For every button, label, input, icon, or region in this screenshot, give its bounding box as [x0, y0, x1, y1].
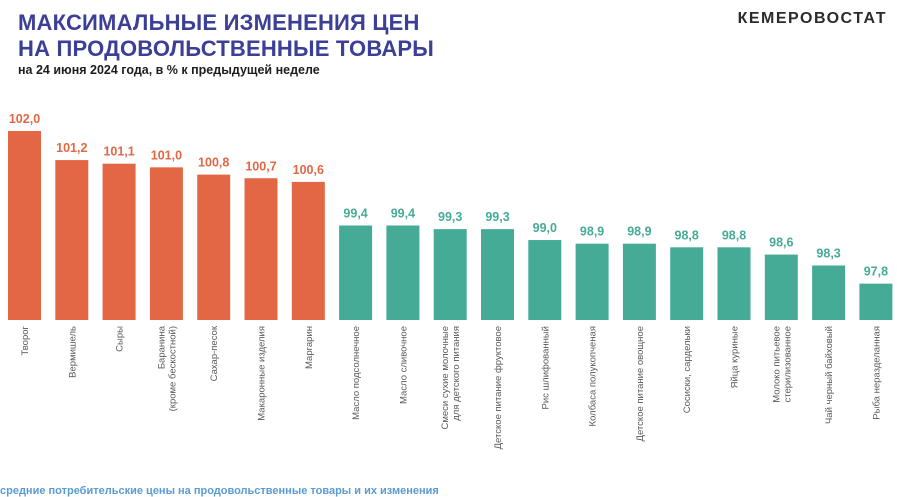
data-label-11: 99,3 — [485, 210, 509, 224]
chart-subtitle: на 24 июня 2024 года, в % к предыдущей н… — [18, 63, 320, 77]
bar-13 — [575, 243, 609, 320]
category-label-line: Сахар-песок — [209, 325, 220, 381]
category-label-3: Сыры — [115, 326, 126, 352]
bar-12 — [528, 240, 562, 320]
category-label-line: (кроме бескостной) — [167, 326, 178, 411]
category-label-line: Творог — [20, 325, 31, 355]
category-label-line: Сыры — [115, 326, 126, 352]
bar-2 — [55, 160, 89, 320]
bar-7 — [291, 181, 325, 320]
category-label-line: Сосиски, сардельки — [682, 326, 693, 413]
category-label-line: Смеси сухие молочные — [440, 326, 451, 430]
data-label-10: 99,3 — [438, 210, 462, 224]
category-label-line: Вермишель — [67, 326, 78, 378]
bar-11 — [481, 229, 514, 320]
brand-logo-text: КЕМЕРОВОСТАТ — [737, 10, 887, 27]
bar-19 — [859, 283, 893, 320]
category-label-line: Рыба неразделанная — [871, 326, 882, 420]
category-label-line: Колбаса полукопченая — [588, 326, 599, 426]
category-label-line: Чай черный байховый — [824, 326, 835, 424]
category-label-19: Рыба неразделанная — [871, 326, 882, 420]
category-label-line: Рис шлифованный — [540, 326, 551, 409]
category-label-line: Баранина — [156, 325, 167, 369]
category-label-line: стерилизованное — [782, 326, 793, 403]
category-label-17: Молоко питьевое стерилизованное — [771, 326, 793, 403]
bar-17 — [764, 254, 798, 320]
category-label-16: Яйца куриные — [730, 326, 741, 388]
category-label-1: Творог — [20, 325, 31, 355]
bar-15 — [670, 247, 704, 320]
bar-3 — [102, 163, 136, 320]
bar-5 — [197, 174, 231, 320]
data-label-1: 102,0 — [9, 112, 40, 126]
category-label-5: Сахар-песок — [209, 325, 220, 381]
category-label-4: Баранина (кроме бескостной) — [156, 325, 178, 411]
category-label-line: Детское питание фруктовое — [493, 326, 504, 449]
data-label-9: 99,4 — [391, 207, 415, 221]
category-label-15: Сосиски, сардельки — [682, 326, 693, 413]
chart-title: МАКСИМАЛЬНЫЕ ИЗМЕНЕНИЯ ЦЕН НА ПРОДОВОЛЬС… — [18, 10, 434, 62]
category-label-line: Масло сливочное — [398, 326, 409, 404]
bar-16 — [717, 247, 751, 320]
category-label-6: Макаронные изделия — [257, 326, 268, 421]
data-label-3: 101,1 — [103, 145, 134, 159]
category-label-2: Вермишель — [67, 326, 78, 378]
category-label-9: Масло сливочное — [398, 326, 409, 404]
bar-6 — [244, 178, 278, 320]
data-label-18: 98,3 — [816, 246, 840, 260]
category-label-7: Маргарин — [304, 326, 315, 369]
category-label-line: для детского питания — [451, 326, 462, 421]
category-label-12: Рис шлифованный — [540, 326, 551, 409]
bar-8 — [339, 225, 373, 320]
category-label-10: Смеси сухие молочные для детского питания — [440, 326, 462, 430]
data-label-14: 98,9 — [627, 225, 651, 239]
category-label-11: Детское питание фруктовое — [493, 326, 504, 449]
bar-10 — [433, 229, 467, 320]
category-label-line: Детское питание овощное — [635, 326, 646, 441]
title-line-2: НА ПРОДОВОЛЬСТВЕННЫЕ ТОВАРЫ — [18, 36, 435, 61]
category-label-8: Масло подсолнечное — [351, 326, 362, 420]
category-label-18: Чай черный байховый — [824, 326, 835, 424]
data-label-4: 101,0 — [151, 148, 182, 162]
data-label-5: 100,8 — [198, 156, 229, 170]
category-label-13: Колбаса полукопченая — [588, 326, 599, 426]
footer-link[interactable]: средние потребительские цены на продовол… — [0, 485, 439, 497]
bar-4 — [149, 167, 183, 320]
data-label-13: 98,9 — [580, 225, 604, 239]
data-label-19: 97,8 — [864, 265, 888, 279]
category-label-line: Молоко питьевое — [771, 326, 782, 403]
data-label-8: 99,4 — [343, 207, 367, 221]
bar-1 — [8, 131, 41, 320]
bar-9 — [386, 225, 420, 320]
data-label-17: 98,6 — [769, 236, 793, 250]
bar-18 — [812, 265, 846, 320]
category-label-line: Яйца куриные — [730, 326, 741, 388]
data-label-6: 100,7 — [245, 159, 276, 173]
data-label-7: 100,6 — [293, 163, 324, 177]
data-label-16: 98,8 — [722, 228, 746, 242]
bar-14 — [622, 243, 656, 320]
category-label-line: Макаронные изделия — [257, 326, 268, 421]
data-label-15: 98,8 — [675, 228, 699, 242]
data-label-2: 101,2 — [56, 141, 87, 155]
data-label-12: 99,0 — [533, 221, 557, 235]
category-label-14: Детское питание овощное — [635, 326, 646, 441]
title-line-1: МАКСИМАЛЬНЫЕ ИЗМЕНЕНИЯ ЦЕН — [18, 10, 420, 35]
category-label-line: Масло подсолнечное — [351, 326, 362, 420]
category-label-line: Маргарин — [304, 326, 315, 369]
